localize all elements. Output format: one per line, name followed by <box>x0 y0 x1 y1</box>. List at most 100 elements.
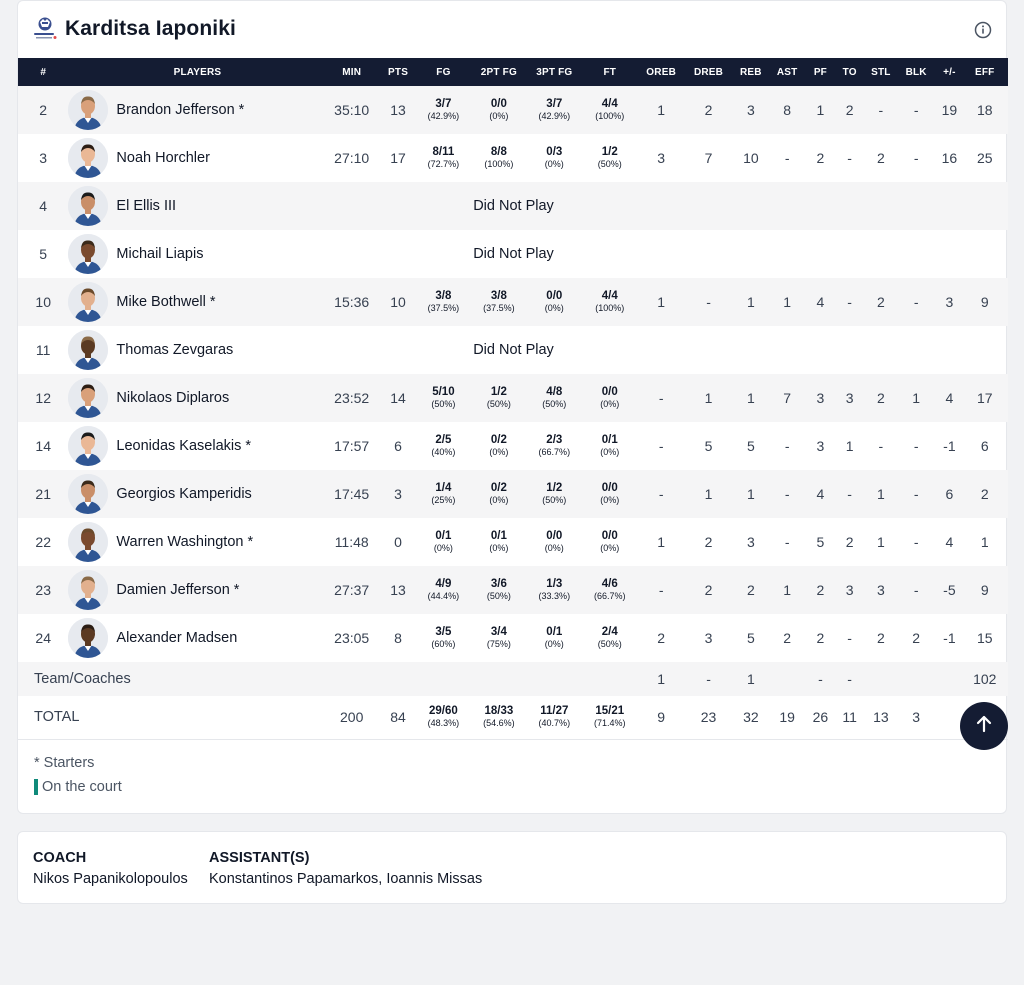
shot-percentage: (0%) <box>600 542 620 553</box>
pf-cell: 1 <box>816 102 825 118</box>
player-name-link[interactable]: Noah Horchler <box>116 150 210 166</box>
points-cell: 13 <box>390 102 406 118</box>
fg-cell: 1/4 (25%) <box>419 470 467 518</box>
ast-cell: 7 <box>783 390 792 406</box>
pf-cell: 4 <box>816 294 825 310</box>
reb-cell: 5 <box>746 438 755 454</box>
player-name-link[interactable]: Thomas Zevgaras <box>116 342 234 358</box>
shot-made-attempted: 1/2 <box>601 145 618 158</box>
shot-stat: 2/3 (66.7%) <box>530 434 578 458</box>
shot-made-attempted: 3/8 <box>490 289 507 302</box>
eff-cell: 1 <box>980 534 989 550</box>
info-circle-icon[interactable] <box>974 21 992 39</box>
eff-cell: 2 <box>980 486 989 502</box>
column-header: BLK <box>905 66 927 78</box>
shot-made-attempted: 4/8 <box>546 385 563 398</box>
player-row[interactable]: 3 Noah Horchler 27:10 17 8/11 (72.7%) 8/8 (100%… <box>18 134 1008 182</box>
player-row[interactable]: 22 Warren Washington * 11:48 0 0/1 (0%) 0/1 (0%… <box>18 518 1008 566</box>
dreb-cell: 23 <box>700 709 717 726</box>
column-header: PTS <box>388 66 409 78</box>
shot-made-attempted: 29/60 <box>429 704 458 717</box>
shot-percentage: (48.3%) <box>427 717 460 728</box>
scroll-to-top-button[interactable] <box>960 702 1008 750</box>
player-name-link[interactable]: Alexander Madsen <box>116 630 238 646</box>
player-row[interactable]: 21 Georgios Kamperidis 17:45 3 1/4 (25%) 0/2 (0… <box>18 470 1008 518</box>
jersey-number: 2 <box>39 102 48 118</box>
stl-cell: - <box>878 102 884 118</box>
shot-stat: 0/1 (0%) <box>419 530 467 554</box>
ast-cell: - <box>784 486 790 502</box>
stl-cell: 2 <box>876 150 885 166</box>
minutes-cell: 15:36 <box>334 294 370 310</box>
fg3-cell: 0/0 (0%) <box>530 278 578 326</box>
to-cell: 2 <box>845 102 854 118</box>
oreb-cell: 2 <box>657 630 666 646</box>
shot-made-attempted: 0/0 <box>601 481 618 494</box>
player-row[interactable]: 24 Alexander Madsen 23:05 8 3/5 (60%) 3/4 (75%)… <box>18 614 1008 662</box>
shot-made-attempted: 2/4 <box>601 625 618 638</box>
player-name-link[interactable]: Michail Liapis <box>116 246 204 262</box>
column-header: MIN <box>342 66 362 78</box>
oreb-cell: 1 <box>657 294 666 310</box>
player-name-link[interactable]: Leonidas Kaselakis * <box>116 438 252 454</box>
reb-cell: 3 <box>746 102 755 118</box>
player-row[interactable]: 14 Leonidas Kaselakis * 17:57 6 2/5 (40%) 0/2(… <box>18 422 1008 470</box>
points-cell: 8 <box>394 630 402 646</box>
minutes-cell: 17:45 <box>334 486 370 502</box>
player-row[interactable]: 23 Damien Jefferson * 27:37 13 4/9 (44.4%) 3/6… <box>18 566 1008 614</box>
player-name-link[interactable]: El Ellis III <box>116 198 177 214</box>
coach-column: COACH Nikos Papanikolopoulos <box>33 850 188 887</box>
player-row[interactable]: 5 Michail Liapis Did Not Play <box>18 230 1008 278</box>
player-name-link[interactable]: Warren Washington * <box>116 534 254 550</box>
shot-made-attempted: 0/1 <box>601 433 618 446</box>
shot-stat: 4/6 (66.7%) <box>579 578 642 602</box>
shot-percentage: (50%) <box>597 158 622 169</box>
pf-cell: 2 <box>816 582 825 598</box>
shot-stat: 8/8 (100%) <box>468 146 531 170</box>
player-row[interactable]: 11 Thomas Zevgaras Did Not Play <box>18 326 1008 374</box>
coach-name: Nikos Papanikolopoulos <box>33 871 188 887</box>
fg3-cell: 1/3 (33.3%) <box>530 566 578 614</box>
ft-cell: 0/0 (0%) <box>579 470 642 518</box>
shot-made-attempted: 0/2 <box>490 433 507 446</box>
on-court-label: On the court <box>42 779 122 795</box>
dreb-cell: 1 <box>704 390 713 406</box>
player-name-link[interactable]: Mike Bothwell * <box>116 294 216 310</box>
karditsa-club-crest-icon <box>33 16 59 42</box>
blk-cell: - <box>913 534 919 550</box>
player-row[interactable]: 10 Mike Bothwell * 15:36 10 3/8 (37.5%) 3/8 (37… <box>18 278 1008 326</box>
to-cell: 1 <box>845 438 854 454</box>
shot-stat: 3/4 (75%) <box>468 626 531 650</box>
to-cell: - <box>847 486 852 502</box>
ft-cell: 0/0 (0%) <box>579 374 642 422</box>
shot-percentage: (100%) <box>484 158 514 169</box>
shot-stat: 0/0 (0%) <box>468 98 531 122</box>
player-name-link[interactable]: Brandon Jefferson * <box>116 102 245 118</box>
player-row[interactable]: 4 El Ellis III Did Not Play <box>18 182 1008 230</box>
shot-percentage: (0%) <box>489 542 509 553</box>
player-cell: Michail Liapis <box>68 230 326 278</box>
player-name-link[interactable]: Damien Jefferson * <box>116 582 240 598</box>
shot-percentage: (0%) <box>489 110 509 121</box>
on-court-note: On the court <box>34 779 122 795</box>
pf-cell: 3 <box>816 438 825 454</box>
jersey-number: 12 <box>35 390 51 406</box>
player-cell: Alexander Madsen <box>68 614 326 662</box>
pm-cell: 4 <box>945 390 954 406</box>
player-row[interactable]: 2 Brandon Jefferson * 35:10 13 3/7 (42.9%) 0/0… <box>18 86 1008 134</box>
column-header: FG <box>436 66 451 78</box>
fg2-cell: 3/6 (50%) <box>468 566 531 614</box>
fg-cell: 3/5 (60%) <box>419 614 467 662</box>
shot-stat: 3/5 (60%) <box>419 626 467 650</box>
player-name-link[interactable]: Nikolaos Diplaros <box>116 390 230 406</box>
player-row[interactable]: 12 Nikolaos Diplaros 23:52 14 5/10 (50%) 1/2 (5… <box>18 374 1008 422</box>
column-header: 3PT FG <box>536 66 573 78</box>
shot-made-attempted: 5/10 <box>432 385 455 398</box>
shot-stat: 1/4 (25%) <box>419 482 467 506</box>
shot-made-attempted: 0/3 <box>546 145 563 158</box>
stl-cell: - <box>878 438 884 454</box>
pm-cell <box>937 696 961 739</box>
shot-percentage: (100%) <box>595 302 625 313</box>
player-name-link[interactable]: Georgios Kamperidis <box>116 486 252 502</box>
shot-made-attempted: 3/7 <box>546 97 563 110</box>
